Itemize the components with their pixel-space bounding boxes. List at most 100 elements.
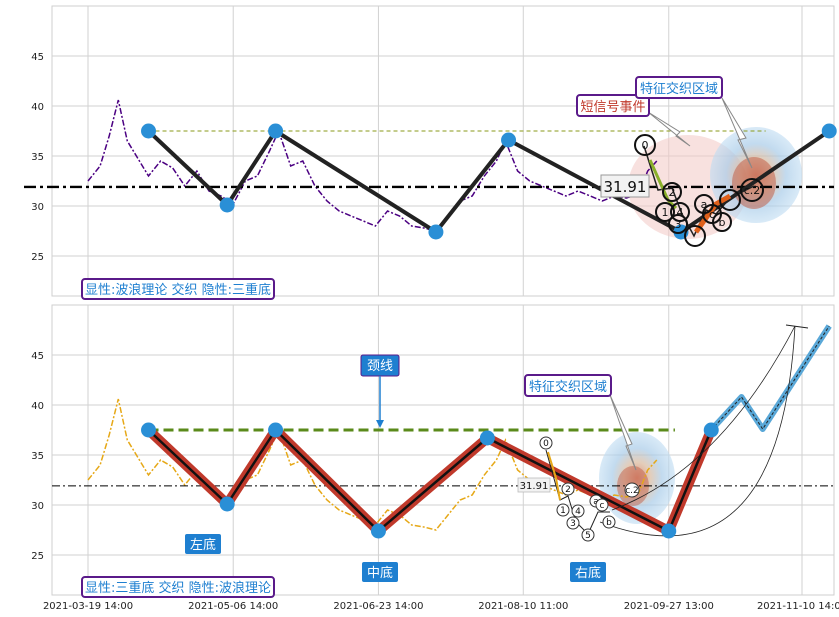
wave-label-text: 3 (675, 218, 682, 231)
wave-label-circle (602, 515, 616, 529)
pivot-marker (703, 422, 719, 438)
middle-bottom-text: 中底 (367, 565, 393, 581)
wave-label-text: 1 (662, 206, 669, 219)
wave-label-text: 1 (560, 506, 566, 516)
wave-label-circle (655, 202, 675, 222)
y-tick-label: 30 (31, 202, 44, 213)
wave-label-circle (634, 134, 656, 156)
x-tick-label: 2021-11-10 14:00 (757, 601, 839, 612)
wave-label-circle (566, 516, 580, 530)
y-tick-label: 40 (31, 401, 44, 412)
pivot-marker (141, 422, 157, 438)
x-tick-label: 2021-09-27 13:00 (624, 601, 714, 612)
x-tick-label: 2021-05-06 14:00 (188, 601, 278, 612)
bottom-neck-label-text: 颈线 (367, 359, 393, 374)
y-tick-label: 25 (31, 551, 44, 562)
bottom-target-bracket (785, 324, 809, 329)
bottom-value-label: 31.91 (517, 477, 551, 493)
y-tick-label: 30 (31, 501, 44, 512)
bottom-arc-2 (599, 325, 796, 537)
top-wave-labels: 0 21 43 acb c.2 (634, 134, 764, 247)
pivot-marker (268, 422, 284, 438)
pivot-marker (661, 523, 677, 539)
bottom-middle-bottom-label: 中底 (362, 562, 398, 582)
pivot-marker (219, 197, 235, 213)
pivot-marker (370, 523, 386, 539)
wave-label-circle (581, 528, 595, 542)
wave-label-circle (556, 503, 570, 517)
bottom-feature-zone-label: 特征交织区域 (529, 379, 607, 395)
wave-label-text: 3 (570, 519, 576, 529)
wave-label-text: 0 (543, 439, 549, 449)
wave-label-circle (719, 189, 741, 211)
bottom-pivots (141, 422, 719, 539)
bottom-grid (52, 305, 834, 595)
top-caption: 显性:波浪理论 交织 隐性:三重底 (81, 278, 275, 300)
wave-label-text: b (719, 216, 726, 229)
wave-label-circle (539, 436, 553, 450)
top-feature-zone-label: 特征交织区域 (640, 81, 718, 97)
top-price-series (87, 99, 658, 232)
wave-label-circle (662, 182, 682, 202)
wave-label-text: 2 (669, 186, 676, 199)
pivot-marker (219, 496, 235, 512)
wave-label-text: a (593, 497, 599, 507)
wave-label-circle (571, 504, 585, 518)
pivot-marker (479, 430, 495, 446)
wave-label-text: c (600, 501, 605, 511)
wave-label-circle (684, 225, 706, 247)
pivot-marker (268, 123, 284, 139)
bottom-x-axis: 2021-03-19 14:00 2021-05-06 14:00 2021-06-… (43, 601, 839, 612)
y-tick-label: 45 (31, 351, 44, 362)
wave-label-text: 0 (642, 139, 649, 152)
y-tick-label: 25 (31, 252, 44, 263)
bottom-y-axis: 25 30 35 40 45 (31, 351, 44, 562)
top-wave-impulse (693, 193, 732, 234)
bottom-caption-text: 显性:三重底 交织 隐性:波浪理论 (85, 580, 271, 596)
top-value-label: 31.91 (600, 174, 650, 198)
wave-label-text: 5 (585, 531, 591, 541)
wave-label-circle (740, 178, 764, 202)
x-tick-label: 2021-08-10 11:00 (478, 601, 568, 612)
wave-label-text: a (701, 198, 708, 211)
bottom-projection-line (710, 325, 830, 431)
wave-label-text: c.2 (625, 486, 639, 496)
wave-label-circle (624, 482, 640, 498)
bottom-left-bottom-label: 左底 (185, 534, 221, 554)
pivot-marker (141, 123, 157, 139)
top-annotation-feature: 特征交织区域 (635, 76, 753, 169)
bottom-wave-labels: 0 2 1 4 3 a cb c.2 5 (539, 436, 640, 542)
wave-label-text: 2 (565, 485, 571, 495)
left-bottom-text: 左底 (190, 537, 216, 553)
x-tick-label: 2021-03-19 14:00 (43, 601, 133, 612)
wave-label-text: 4 (677, 206, 684, 219)
top-y-axis: 25 30 35 40 45 (31, 52, 44, 263)
top-pivots (141, 123, 837, 240)
bottom-value-text: 31.91 (520, 481, 549, 492)
top-caption-text: 显性:波浪理论 交织 隐性:三重底 (85, 282, 271, 298)
wave-label-circle (670, 202, 690, 222)
bottom-right-bottom-label: 右底 (570, 562, 606, 582)
top-annotation-short-signal: 短信号事件 (576, 94, 691, 147)
y-tick-label: 35 (31, 451, 44, 462)
bottom-arc-1 (611, 325, 796, 511)
top-short-signal-label: 短信号事件 (580, 100, 645, 115)
bottom-wave-accent (547, 451, 561, 501)
wave-label-text: 4 (575, 507, 581, 517)
y-tick-label: 40 (31, 102, 44, 113)
wave-label-text: c.2 (744, 184, 761, 197)
wave-label-circle (561, 482, 575, 496)
pivot-marker (428, 224, 444, 240)
wave-label-text: c (709, 208, 715, 221)
wave-label-circle (712, 212, 732, 232)
y-tick-label: 35 (31, 152, 44, 163)
right-bottom-text: 右底 (575, 565, 601, 581)
bottom-annotation-feature: 特征交织区域 (524, 374, 637, 471)
top-panel: 25 30 35 40 45 0 21 43 acb c.2 31.91 短信号事件 (24, 5, 837, 300)
bottom-neck-label: 颈线 (360, 354, 400, 428)
wave-label-circle (668, 214, 688, 234)
bottom-caption: 显性:三重底 交织 隐性:波浪理论 (81, 576, 275, 598)
top-value-text: 31.91 (604, 178, 647, 196)
